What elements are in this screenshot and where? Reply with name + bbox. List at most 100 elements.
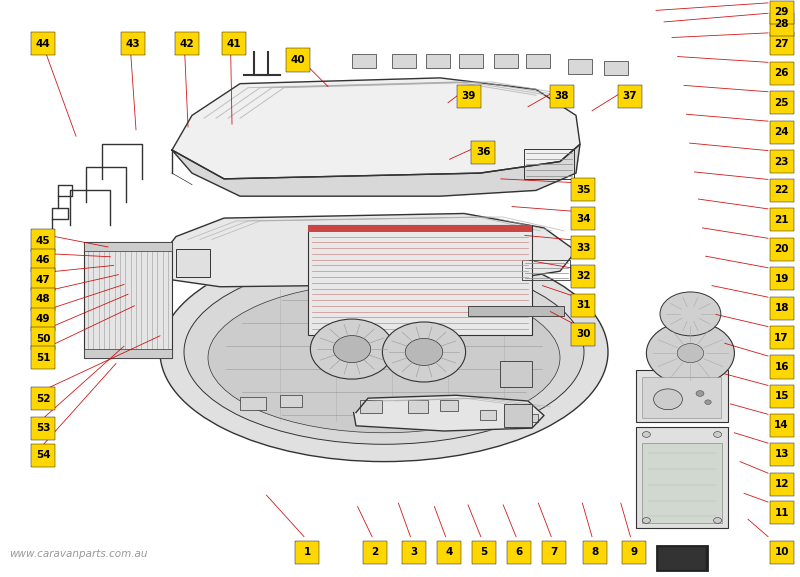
- Bar: [522, 260, 570, 280]
- Text: 47: 47: [36, 275, 50, 285]
- Text: 12: 12: [774, 479, 789, 489]
- FancyBboxPatch shape: [770, 13, 794, 36]
- FancyBboxPatch shape: [770, 414, 794, 437]
- FancyBboxPatch shape: [437, 541, 461, 564]
- Text: 49: 49: [36, 314, 50, 324]
- Bar: [656, 545, 708, 571]
- Bar: [642, 377, 721, 418]
- Bar: [468, 306, 564, 316]
- Text: 37: 37: [622, 91, 637, 102]
- FancyBboxPatch shape: [571, 323, 595, 346]
- Text: 11: 11: [774, 508, 789, 518]
- Text: 35: 35: [576, 185, 590, 195]
- FancyBboxPatch shape: [571, 178, 595, 201]
- FancyBboxPatch shape: [770, 443, 794, 466]
- Bar: [494, 54, 518, 68]
- FancyBboxPatch shape: [571, 236, 595, 259]
- Polygon shape: [354, 395, 544, 431]
- Bar: [240, 397, 266, 410]
- FancyBboxPatch shape: [770, 238, 794, 261]
- FancyBboxPatch shape: [770, 150, 794, 173]
- FancyBboxPatch shape: [770, 1, 794, 24]
- Text: 36: 36: [476, 147, 490, 158]
- FancyBboxPatch shape: [618, 85, 642, 108]
- Bar: [280, 395, 302, 407]
- FancyBboxPatch shape: [31, 249, 55, 272]
- Bar: [459, 54, 483, 68]
- Bar: [636, 427, 728, 528]
- FancyBboxPatch shape: [471, 141, 495, 164]
- FancyBboxPatch shape: [31, 346, 55, 369]
- Text: 17: 17: [774, 332, 789, 343]
- Text: 34: 34: [576, 213, 590, 224]
- FancyBboxPatch shape: [295, 541, 319, 564]
- FancyBboxPatch shape: [31, 417, 55, 440]
- Bar: [426, 54, 450, 68]
- Text: 38: 38: [554, 91, 569, 102]
- FancyBboxPatch shape: [770, 297, 794, 320]
- FancyBboxPatch shape: [622, 541, 646, 564]
- Circle shape: [642, 518, 650, 523]
- Bar: [526, 54, 550, 68]
- FancyBboxPatch shape: [31, 288, 55, 311]
- Text: 16: 16: [774, 362, 789, 372]
- Text: 52: 52: [36, 394, 50, 404]
- Bar: [360, 400, 382, 413]
- Bar: [440, 400, 458, 411]
- FancyBboxPatch shape: [31, 308, 55, 331]
- Circle shape: [677, 343, 704, 363]
- Text: 40: 40: [290, 55, 305, 65]
- FancyBboxPatch shape: [770, 91, 794, 114]
- Text: 25: 25: [774, 98, 789, 108]
- Bar: [500, 361, 532, 387]
- Text: 33: 33: [576, 242, 590, 253]
- FancyBboxPatch shape: [31, 444, 55, 467]
- Bar: [642, 443, 722, 523]
- Bar: [504, 404, 532, 427]
- Bar: [308, 225, 532, 232]
- Ellipse shape: [160, 242, 608, 462]
- FancyBboxPatch shape: [770, 473, 794, 496]
- Bar: [568, 59, 592, 74]
- Text: 5: 5: [480, 547, 488, 557]
- Bar: [636, 370, 728, 422]
- Bar: [658, 547, 706, 570]
- FancyBboxPatch shape: [770, 355, 794, 379]
- Text: 1: 1: [303, 547, 311, 557]
- Circle shape: [310, 319, 394, 379]
- Polygon shape: [172, 144, 580, 196]
- FancyBboxPatch shape: [457, 85, 481, 108]
- Bar: [480, 410, 496, 420]
- FancyBboxPatch shape: [770, 62, 794, 85]
- Bar: [84, 242, 172, 358]
- FancyBboxPatch shape: [472, 541, 496, 564]
- Bar: [352, 54, 376, 68]
- FancyBboxPatch shape: [770, 179, 794, 202]
- FancyBboxPatch shape: [770, 267, 794, 290]
- Text: 6: 6: [515, 547, 523, 557]
- FancyBboxPatch shape: [507, 541, 531, 564]
- Text: 48: 48: [36, 294, 50, 305]
- Text: 20: 20: [774, 244, 789, 254]
- Text: 30: 30: [576, 329, 590, 339]
- Text: 8: 8: [591, 547, 599, 557]
- Text: 19: 19: [774, 273, 789, 284]
- Text: 41: 41: [226, 39, 241, 49]
- Text: 32: 32: [576, 271, 590, 282]
- Circle shape: [714, 432, 722, 437]
- Bar: [176, 249, 210, 277]
- Text: 26: 26: [774, 68, 789, 78]
- Text: 23: 23: [774, 156, 789, 167]
- Text: 22: 22: [774, 185, 789, 196]
- Ellipse shape: [184, 260, 584, 444]
- Circle shape: [660, 292, 721, 336]
- Text: 21: 21: [774, 215, 789, 225]
- Circle shape: [646, 321, 734, 385]
- FancyBboxPatch shape: [583, 541, 607, 564]
- Text: 24: 24: [774, 127, 789, 137]
- FancyBboxPatch shape: [571, 294, 595, 317]
- Text: 9: 9: [630, 547, 637, 557]
- Text: 29: 29: [774, 7, 789, 17]
- Bar: [408, 400, 428, 413]
- FancyBboxPatch shape: [222, 32, 246, 55]
